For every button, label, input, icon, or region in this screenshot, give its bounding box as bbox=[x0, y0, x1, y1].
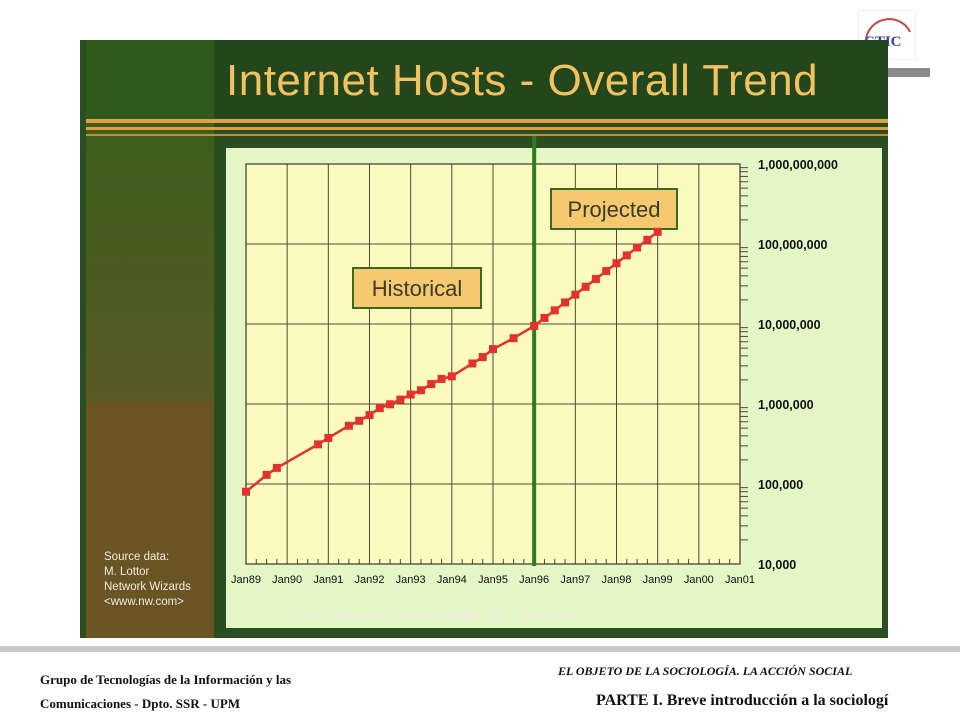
data-point bbox=[591, 274, 600, 283]
x-tick-label: Jan99 bbox=[643, 574, 673, 586]
source-line: Source data: bbox=[104, 551, 170, 563]
x-tick-label: Jan93 bbox=[396, 574, 426, 586]
data-point bbox=[355, 416, 364, 425]
footer-topic: EL OBJETO DE LA SOCIOLOGÍA. LA ACCIÓN SO… bbox=[558, 664, 853, 678]
y-tick-label: 1,000,000,000 bbox=[758, 158, 838, 172]
source-line: M. Lottor bbox=[104, 566, 150, 578]
data-point bbox=[447, 372, 456, 381]
data-point bbox=[571, 290, 580, 299]
y-tick-label: 1,000,000 bbox=[758, 398, 814, 412]
data-point bbox=[653, 227, 662, 236]
data-point bbox=[489, 345, 497, 354]
x-tick-label: Jan89 bbox=[231, 574, 261, 586]
source-line: Network Wizards bbox=[104, 581, 191, 593]
data-point bbox=[643, 235, 652, 244]
source-note: Source data: M. Lottor Network Wizards <… bbox=[104, 550, 191, 610]
slide-title: Internet Hosts - Overall Trend bbox=[226, 56, 819, 105]
data-point bbox=[550, 306, 559, 315]
data-point bbox=[386, 400, 395, 409]
footer-affiliation-line: Comunicaciones - Dpto. SSR - UPM bbox=[40, 696, 241, 711]
data-point bbox=[612, 259, 621, 268]
header-rule bbox=[884, 68, 930, 77]
data-point bbox=[561, 298, 570, 307]
footer-affiliation-line: Grupo de Tecnologías de la Información y… bbox=[40, 672, 291, 687]
x-tick-label: Jan90 bbox=[272, 574, 302, 586]
data-point bbox=[530, 321, 539, 330]
title-stripe bbox=[86, 127, 888, 130]
data-point bbox=[416, 386, 425, 395]
plot-border bbox=[245, 163, 741, 565]
left-band-gradient bbox=[86, 120, 214, 410]
data-point bbox=[272, 463, 281, 472]
historical-box bbox=[352, 267, 482, 309]
data-point bbox=[344, 421, 353, 430]
data-point bbox=[427, 380, 436, 389]
footer-affiliation: Grupo de Tecnologías de la Información y… bbox=[40, 668, 291, 716]
source-line: <www.nw.com> bbox=[104, 596, 184, 608]
x-tick-label: Jan97 bbox=[560, 574, 590, 586]
data-point bbox=[581, 282, 590, 291]
data-point bbox=[365, 411, 374, 420]
data-point bbox=[437, 374, 446, 383]
footer-rule bbox=[0, 646, 960, 652]
data-point bbox=[633, 243, 642, 252]
projected-box bbox=[550, 188, 678, 230]
x-tick-label: Jan00 bbox=[684, 574, 714, 586]
historical-label: Historical bbox=[372, 276, 462, 301]
title-stripe bbox=[86, 134, 888, 136]
x-tick-label: Jan92 bbox=[355, 574, 385, 586]
data-point bbox=[242, 487, 250, 496]
data-point bbox=[324, 433, 333, 442]
y-tick-label: 10,000,000 bbox=[758, 318, 821, 332]
data-point bbox=[314, 440, 323, 449]
data-point bbox=[478, 353, 487, 362]
data-point bbox=[468, 359, 477, 368]
y-tick-label: 100,000,000 bbox=[758, 238, 828, 252]
data-point bbox=[540, 313, 549, 322]
footer-section: PARTE I. Breve introducción a la sociolo… bbox=[596, 692, 889, 709]
x-tick-label: Jan95 bbox=[478, 574, 508, 586]
data-point bbox=[622, 251, 631, 260]
chart-credit: A.M. Rutkowski - General Magic, Inc. - F… bbox=[294, 608, 575, 623]
projected-label: Projected bbox=[568, 197, 661, 222]
title-box bbox=[214, 40, 888, 118]
data-point bbox=[406, 390, 415, 399]
data-point bbox=[375, 404, 384, 413]
data-point bbox=[262, 470, 271, 479]
data-point bbox=[396, 395, 405, 404]
x-tick-label: Jan01 bbox=[725, 574, 755, 586]
y-tick-label: 10,000 bbox=[758, 558, 796, 572]
x-tick-label: Jan96 bbox=[519, 574, 549, 586]
title-stripe bbox=[86, 119, 888, 123]
left-band-lower bbox=[86, 402, 214, 638]
data-point bbox=[509, 334, 518, 343]
y-tick-label: 100,000 bbox=[758, 478, 803, 492]
x-tick-label: Jan91 bbox=[313, 574, 343, 586]
x-tick-label: Jan94 bbox=[437, 574, 467, 586]
data-point bbox=[602, 267, 611, 276]
x-tick-label: Jan98 bbox=[602, 574, 632, 586]
